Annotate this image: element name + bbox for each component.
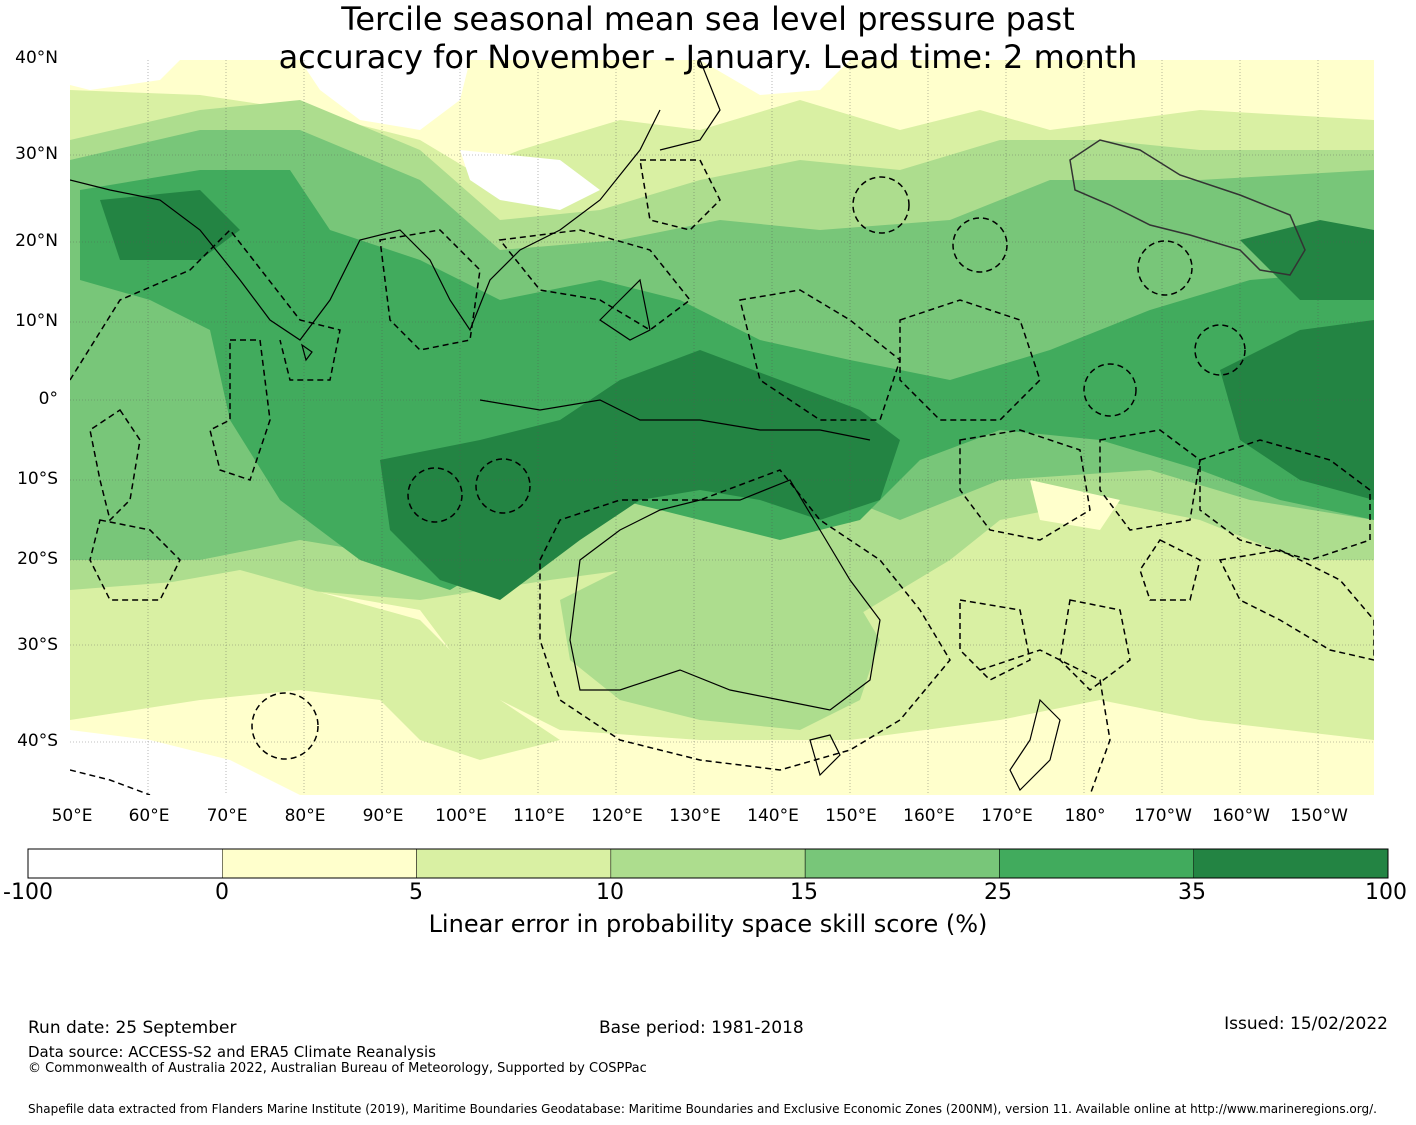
lon-label: 70°E	[206, 806, 248, 826]
colorbar-segment	[416, 848, 612, 879]
colorbar	[27, 848, 1389, 879]
lon-label: 130°E	[669, 806, 721, 826]
lon-label: 160°E	[903, 806, 955, 826]
colorbar-tick: 0	[215, 880, 229, 905]
lon-label: 80°E	[284, 806, 326, 826]
skill-field	[70, 60, 1374, 795]
run-date: Run date: 25 September	[28, 1018, 237, 1038]
base-period: Base period: 1981-2018	[599, 1018, 804, 1038]
lat-label: 40°N	[15, 48, 58, 68]
lon-label: 140°E	[747, 806, 799, 826]
colorbar-tick: 10	[596, 880, 624, 905]
lon-label: 150°W	[1290, 806, 1348, 826]
lon-label: 170°E	[981, 806, 1033, 826]
data-source: Data source: ACCESS-S2 and ERA5 Climate …	[28, 1043, 436, 1061]
title-line-2: accuracy for November - January. Lead ti…	[278, 38, 1138, 76]
colorbar-segment	[222, 848, 417, 879]
colorbar-segment	[1193, 848, 1389, 879]
lon-label: 170°W	[1134, 806, 1192, 826]
lat-label: 20°S	[17, 549, 58, 569]
colorbar-label: Linear error in probability space skill …	[428, 910, 988, 938]
chart-title: Tercile seasonal mean sea level pressure…	[0, 0, 1416, 76]
lon-label: 60°E	[128, 806, 170, 826]
lat-label: 30°N	[15, 144, 58, 164]
lon-label: 90°E	[362, 806, 404, 826]
colorbar-tick: 35	[1178, 880, 1206, 905]
colorbar-segment	[804, 848, 1000, 879]
colorbar-tick: 25	[984, 880, 1012, 905]
lat-label: 30°S	[17, 635, 58, 655]
colorbar-frame	[27, 848, 1389, 879]
lat-label: 40°S	[17, 731, 58, 751]
colorbar-segment	[27, 848, 223, 879]
lon-label: 160°W	[1212, 806, 1270, 826]
colorbar-tick: 5	[409, 880, 423, 905]
lon-label: 180°	[1064, 806, 1106, 826]
lon-label: 150°E	[825, 806, 877, 826]
colorbar-tick: 15	[790, 880, 818, 905]
lon-label: 50°E	[51, 806, 93, 826]
lon-label: 100°E	[435, 806, 487, 826]
colorbar-tick: 100	[1365, 880, 1407, 905]
title-line-1: Tercile seasonal mean sea level pressure…	[341, 0, 1075, 38]
colorbar-segment	[610, 848, 806, 879]
shapefile-credit: Shapefile data extracted from Flanders M…	[28, 1102, 1377, 1116]
lat-label: 20°N	[15, 231, 58, 251]
lat-label: 0°	[38, 389, 58, 409]
colorbar-segment	[999, 848, 1194, 879]
lon-label: 120°E	[591, 806, 643, 826]
issued-date: Issued: 15/02/2022	[1224, 1014, 1388, 1034]
coastlines	[70, 60, 1061, 792]
lat-label: 10°N	[15, 311, 58, 331]
hawaii-boundary	[1069, 139, 1306, 276]
lon-label: 110°E	[513, 806, 565, 826]
lat-label: 10°S	[17, 469, 58, 489]
eez-boundaries	[70, 159, 1374, 795]
colorbar-tick: -100	[3, 880, 53, 905]
copyright: © Commonwealth of Australia 2022, Austra…	[28, 1061, 647, 1076]
